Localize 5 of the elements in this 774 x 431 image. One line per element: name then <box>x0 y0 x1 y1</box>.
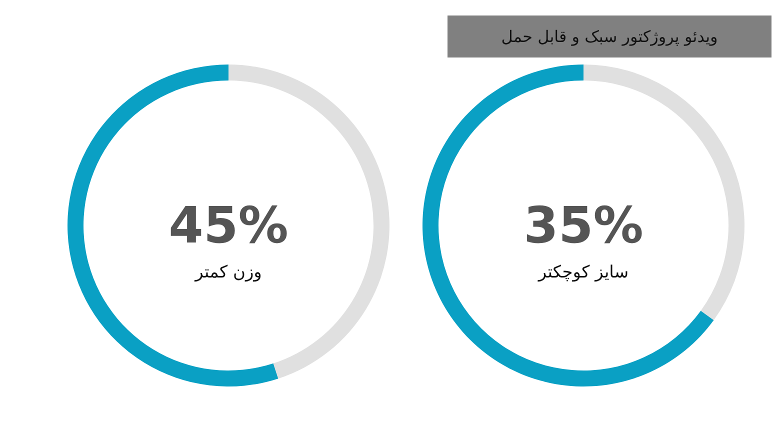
text: 45% <box>168 196 288 254</box>
chart-title: ویدئو پروژکتور سبک و قابل حمل <box>501 27 718 46</box>
text: وزن کمتر <box>194 262 262 282</box>
text: 35% <box>524 196 644 254</box>
text: سایز کوچکتر <box>537 262 629 282</box>
